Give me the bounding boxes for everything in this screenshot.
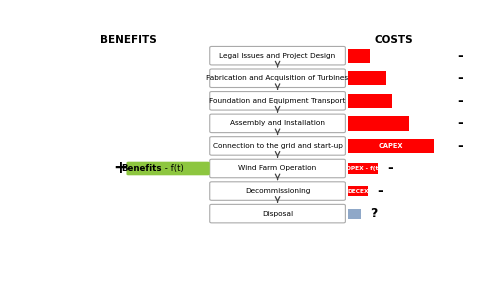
FancyBboxPatch shape <box>210 182 346 200</box>
Text: DECEX: DECEX <box>348 189 369 194</box>
FancyBboxPatch shape <box>348 94 393 108</box>
FancyBboxPatch shape <box>348 209 361 219</box>
FancyBboxPatch shape <box>348 71 387 85</box>
Text: Connection to the grid and start-up: Connection to the grid and start-up <box>212 143 342 149</box>
FancyBboxPatch shape <box>348 49 370 63</box>
Text: BENEFITS: BENEFITS <box>100 35 157 45</box>
Text: CAPEX: CAPEX <box>378 143 403 149</box>
FancyBboxPatch shape <box>210 69 346 88</box>
Text: Fabrication and Acquisition of Turbines: Fabrication and Acquisition of Turbines <box>206 75 348 81</box>
Text: -: - <box>458 139 463 153</box>
FancyBboxPatch shape <box>348 163 378 174</box>
FancyBboxPatch shape <box>210 114 346 133</box>
FancyBboxPatch shape <box>210 91 346 110</box>
Text: -: - <box>458 71 463 85</box>
Text: -: - <box>377 184 382 198</box>
FancyBboxPatch shape <box>210 137 346 155</box>
Text: -: - <box>458 94 463 108</box>
Text: +: + <box>113 159 127 178</box>
FancyBboxPatch shape <box>348 186 368 196</box>
FancyBboxPatch shape <box>348 116 408 130</box>
FancyBboxPatch shape <box>210 159 346 178</box>
Text: Foundation and Equipment Transport: Foundation and Equipment Transport <box>210 98 346 104</box>
FancyBboxPatch shape <box>348 139 434 153</box>
Text: -: - <box>458 116 463 130</box>
FancyBboxPatch shape <box>210 47 346 65</box>
Text: Disposal: Disposal <box>262 211 293 217</box>
FancyBboxPatch shape <box>126 162 210 175</box>
Text: -: - <box>387 161 392 176</box>
Text: Assembly and Installation: Assembly and Installation <box>230 120 325 126</box>
Text: - f(t): - f(t) <box>162 164 184 173</box>
FancyBboxPatch shape <box>210 205 346 223</box>
Text: Wind Farm Operation: Wind Farm Operation <box>238 166 316 171</box>
Text: OPEX - f(t): OPEX - f(t) <box>346 166 381 171</box>
Text: Legal Issues and Project Design: Legal Issues and Project Design <box>220 53 336 59</box>
Text: ?: ? <box>370 207 377 220</box>
Text: COSTS: COSTS <box>374 35 413 45</box>
Text: -: - <box>458 49 463 63</box>
Text: Decommissioning: Decommissioning <box>245 188 310 194</box>
Text: Benefits: Benefits <box>121 164 162 173</box>
